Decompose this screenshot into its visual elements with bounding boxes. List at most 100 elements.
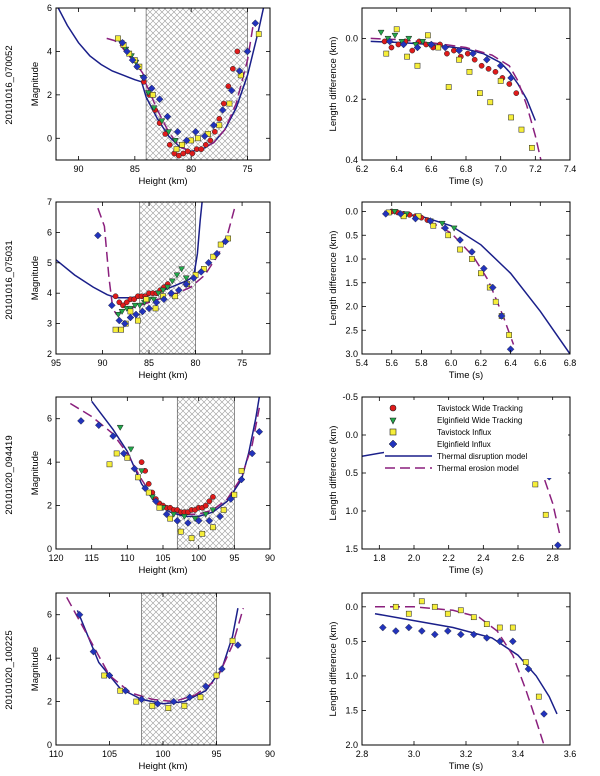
point-elginfield-influx — [152, 497, 160, 506]
event-label-1: 20101016_070052 — [4, 45, 15, 124]
point-elginfield-influx — [115, 316, 124, 325]
point-elginfield-influx — [121, 686, 130, 695]
y-tick-label: 1.0 — [345, 671, 358, 681]
point-tavistock-influx — [444, 610, 451, 617]
point-elginfield-influx — [496, 637, 504, 646]
point-tavistock-influx — [392, 603, 399, 610]
point-tavistock-wide-tracking — [166, 141, 173, 148]
point-elginfield-influx — [251, 19, 260, 27]
x-tick-label: 110 — [120, 553, 134, 563]
y-tick-label: 0.0 — [345, 207, 358, 217]
point-elginfield-influx — [554, 541, 562, 549]
point-tavistock-wide-tracking — [229, 65, 236, 72]
point-tavistock-influx — [229, 637, 236, 644]
point-tavistock-influx — [469, 256, 475, 262]
point-elginfield-wide-tracking — [391, 32, 399, 39]
point-tavistock-wide-tracking — [211, 128, 218, 135]
point-elginfield-wide-tracking — [165, 129, 173, 136]
y-tick-label: 7 — [47, 197, 52, 207]
y-axis-label: Magnitude — [30, 256, 41, 300]
point-elginfield-wide-tracking — [173, 272, 181, 279]
point-elginfield-wide-tracking — [138, 468, 146, 475]
y-axis-label: Length difference (km) — [328, 622, 339, 717]
point-elginfield-influx — [405, 623, 413, 632]
point-tavistock-influx — [112, 326, 119, 333]
point-elginfield-influx — [128, 56, 137, 64]
point-tavistock-influx — [404, 53, 410, 60]
y-tick-label: 0 — [47, 544, 52, 554]
series-thermal-erosion-model — [375, 606, 545, 745]
point-tavistock-wide-tracking — [234, 48, 241, 55]
point-tavistock-influx — [445, 232, 452, 239]
data-layer — [69, 397, 264, 541]
point-elginfield-wide-tracking — [158, 118, 166, 125]
point-elginfield-influx — [169, 697, 178, 706]
point-elginfield-influx — [109, 432, 117, 440]
x-tick-label: 5.6 — [385, 358, 398, 368]
y-tick-label: 0.5 — [345, 230, 358, 240]
point-tavistock-influx — [210, 253, 217, 260]
point-tavistock-wide-tracking — [478, 62, 485, 69]
x-tick-label: 2.8 — [356, 749, 369, 759]
x-tick-label: 6.0 — [445, 358, 458, 368]
point-tavistock-influx — [197, 694, 204, 701]
point-elginfield-influx — [496, 61, 505, 70]
magnitude-chart-3: 120 115 110 105 100 95 90 0 2 4 6 Height (km) Magnit… — [30, 396, 275, 576]
point-elginfield-wide-tracking — [144, 90, 152, 97]
point-tavistock-wide-tracking — [162, 131, 169, 137]
x-tick-label: 75 — [242, 164, 252, 174]
y-tick-label: 0 — [47, 133, 52, 143]
y-tick-label: 6 — [47, 610, 52, 620]
point-tavistock-influx — [470, 614, 477, 621]
point-elginfield-wide-tracking — [405, 35, 413, 42]
point-tavistock-influx — [435, 44, 442, 51]
series-thermal-disruption-model — [57, 8, 265, 153]
point-elginfield-influx — [160, 295, 168, 304]
x-axis-label: Time (s) — [449, 761, 483, 772]
point-tavistock-influx — [199, 530, 206, 537]
point-tavistock-wide-tracking — [216, 115, 223, 122]
point-tavistock-influx — [522, 659, 529, 665]
x-tick-label: 2.0 — [408, 553, 421, 563]
legend-item-1: Tavistock Wide Tracking — [389, 404, 523, 413]
x-tick-label: 6.6 — [425, 164, 438, 174]
point-elginfield-influx — [441, 224, 449, 232]
x-tick-label: 95 — [229, 553, 239, 563]
point-elginfield-influx — [470, 630, 478, 639]
x-tick-label: 80 — [191, 358, 201, 368]
point-tavistock-wide-tracking — [444, 50, 450, 57]
x-tick-label: 2.4 — [477, 553, 490, 563]
y-tick-label: 1.0 — [345, 254, 358, 264]
point-elginfield-influx — [105, 671, 114, 680]
point-tavistock-influx — [115, 35, 121, 42]
point-elginfield-influx — [218, 665, 226, 673]
point-tavistock-influx — [177, 528, 184, 535]
point-elginfield-influx — [455, 46, 463, 55]
length-chart-1: 6.2 6.4 6.6 6.8 7.0 7.2 7.4 0.0 0.2 0.4 Time (s) Le… — [328, 7, 576, 187]
y-tick-label: 4 — [47, 653, 52, 663]
point-elginfield-influx — [197, 268, 205, 276]
y-axis-label: Length difference (km) — [328, 231, 339, 326]
point-tavistock-influx — [135, 474, 141, 481]
point-tavistock-influx — [445, 84, 452, 90]
x-tick-label: 95 — [51, 358, 61, 368]
y-tick-label: 4 — [47, 457, 52, 467]
point-elginfield-influx — [202, 682, 210, 691]
point-elginfield-wide-tracking — [164, 284, 172, 291]
point-tavistock-influx — [210, 524, 216, 531]
point-elginfield-wide-tracking — [114, 312, 122, 318]
point-elginfield-influx — [152, 298, 161, 307]
y-tick-label: 2 — [47, 697, 52, 707]
series-thermal-disruption-model — [384, 210, 570, 354]
point-elginfield-influx — [457, 630, 465, 639]
point-tavistock-influx — [150, 92, 156, 98]
point-elginfield-wide-tracking — [171, 138, 179, 144]
point-tavistock-wide-tracking — [131, 296, 138, 303]
point-elginfield-influx — [141, 484, 149, 492]
point-elginfield-influx — [138, 307, 147, 316]
point-tavistock-influx — [124, 454, 131, 461]
y-tick-label: 0.5 — [345, 468, 358, 478]
plot-frame — [361, 201, 571, 355]
x-axis-label: Time (s) — [449, 176, 483, 187]
plot-frame — [361, 7, 571, 161]
